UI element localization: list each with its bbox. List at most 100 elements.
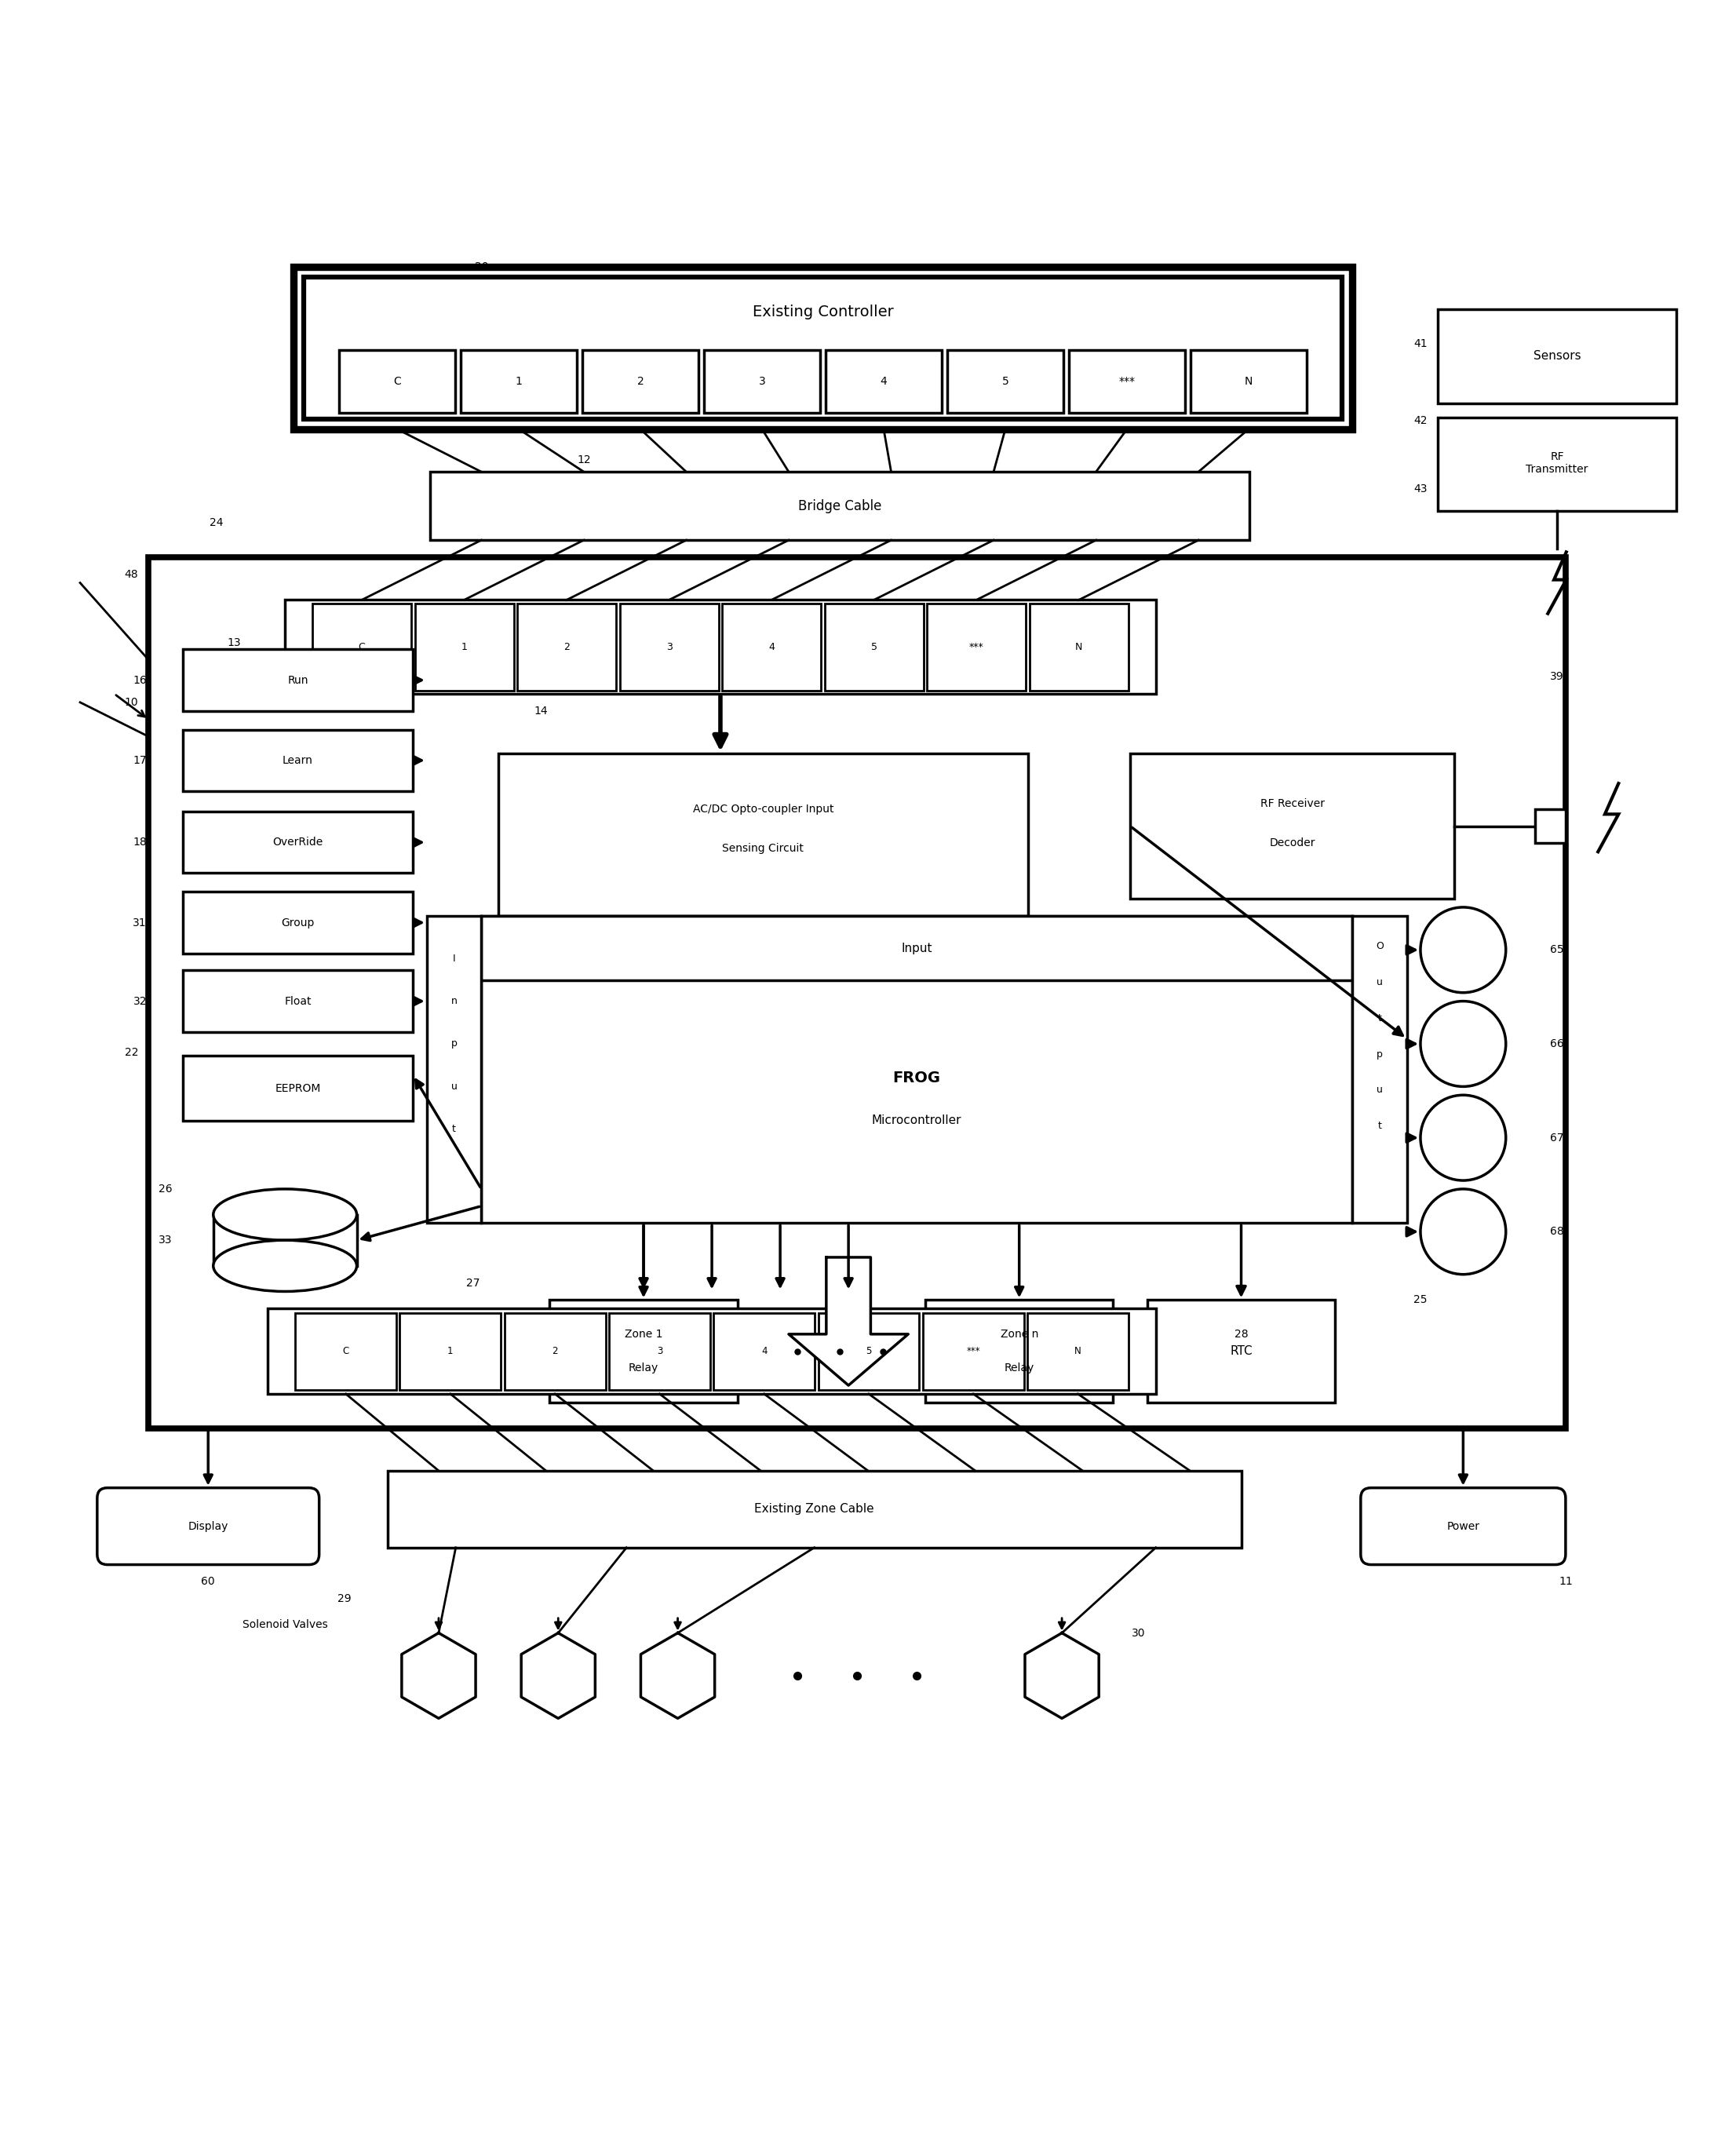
Text: RTC: RTC: [1231, 1345, 1253, 1356]
Bar: [1147, 1300, 1335, 1401]
Bar: [461, 349, 578, 414]
Bar: [149, 556, 1565, 1427]
Text: 4: 4: [768, 642, 775, 651]
Bar: [303, 278, 1342, 418]
Text: Power: Power: [1447, 1520, 1479, 1531]
Bar: [518, 604, 617, 690]
Bar: [427, 916, 482, 1222]
Polygon shape: [1025, 1632, 1099, 1718]
Bar: [183, 1056, 413, 1121]
Text: 3: 3: [656, 1345, 663, 1356]
Text: Bridge Cable: Bridge Cable: [799, 498, 881, 513]
Bar: [183, 970, 413, 1033]
Text: C: C: [343, 1345, 350, 1356]
Text: 2: 2: [564, 642, 569, 651]
Bar: [948, 349, 1064, 414]
Text: Float: Float: [285, 996, 312, 1007]
Bar: [285, 599, 1155, 694]
Text: 10: 10: [125, 696, 139, 707]
Text: u: u: [1376, 1084, 1383, 1095]
Text: 67: 67: [1549, 1132, 1563, 1143]
Bar: [183, 649, 413, 711]
FancyBboxPatch shape: [98, 1488, 319, 1565]
Text: Display: Display: [189, 1520, 228, 1531]
Text: p: p: [1376, 1050, 1383, 1059]
Text: 22: 22: [125, 1048, 139, 1059]
Bar: [430, 472, 1250, 541]
Text: O: O: [1376, 942, 1383, 951]
Text: p: p: [451, 1039, 458, 1050]
Text: Learn: Learn: [283, 755, 314, 765]
Circle shape: [1421, 1000, 1507, 1087]
Bar: [183, 811, 413, 873]
Ellipse shape: [213, 1188, 357, 1240]
Text: Input: Input: [902, 942, 932, 955]
Bar: [713, 1313, 814, 1391]
Bar: [550, 1300, 737, 1401]
Bar: [1438, 416, 1676, 511]
Text: ***: ***: [968, 642, 984, 651]
Circle shape: [1421, 908, 1507, 992]
Bar: [499, 755, 1028, 916]
Text: N: N: [1075, 1345, 1082, 1356]
Bar: [293, 267, 1352, 429]
Bar: [1534, 808, 1565, 843]
Text: ***: ***: [1119, 375, 1135, 386]
Bar: [312, 604, 411, 690]
Text: FROG: FROG: [893, 1072, 941, 1084]
Text: 2: 2: [552, 1345, 559, 1356]
Bar: [387, 1470, 1241, 1548]
Text: ***: ***: [967, 1345, 980, 1356]
Text: Sensing Circuit: Sensing Circuit: [722, 843, 804, 854]
Text: 16: 16: [134, 675, 147, 686]
Bar: [824, 604, 924, 690]
Text: RF
Transmitter: RF Transmitter: [1525, 451, 1589, 474]
Text: 28: 28: [1234, 1328, 1248, 1339]
Polygon shape: [788, 1257, 908, 1386]
Text: 66: 66: [1549, 1039, 1563, 1050]
Text: 29: 29: [338, 1593, 351, 1604]
Text: t: t: [1378, 1121, 1381, 1132]
Bar: [1130, 755, 1455, 899]
Text: Group: Group: [281, 916, 314, 927]
Bar: [399, 1313, 500, 1391]
Text: AC/DC Opto-coupler Input: AC/DC Opto-coupler Input: [692, 804, 833, 815]
Bar: [927, 604, 1027, 690]
Text: 17: 17: [134, 755, 147, 765]
Text: 68: 68: [1549, 1227, 1563, 1238]
Text: 1: 1: [447, 1345, 454, 1356]
Bar: [620, 604, 718, 690]
Text: 25: 25: [1414, 1294, 1428, 1307]
Bar: [818, 1313, 919, 1391]
Text: Run: Run: [288, 675, 309, 686]
Text: Relay: Relay: [629, 1363, 658, 1373]
Bar: [295, 1313, 396, 1391]
FancyBboxPatch shape: [1361, 1488, 1565, 1565]
Text: n: n: [451, 996, 458, 1007]
Bar: [1030, 604, 1128, 690]
Ellipse shape: [213, 1240, 357, 1291]
Text: C: C: [358, 642, 365, 651]
Text: EEPROM: EEPROM: [274, 1082, 321, 1093]
Bar: [608, 1313, 710, 1391]
Text: OverRide: OverRide: [273, 837, 322, 847]
Text: 32: 32: [134, 996, 147, 1007]
Text: 31: 31: [134, 916, 147, 927]
Text: 42: 42: [1414, 416, 1428, 427]
Text: RF Receiver: RF Receiver: [1260, 798, 1325, 808]
Text: 4: 4: [881, 375, 888, 386]
Bar: [704, 349, 821, 414]
Bar: [1027, 1313, 1128, 1391]
Text: Decoder: Decoder: [1270, 839, 1315, 849]
Bar: [1070, 349, 1186, 414]
Text: N: N: [1075, 642, 1083, 651]
Text: Sensors: Sensors: [1534, 349, 1580, 362]
Text: 20: 20: [475, 261, 488, 272]
Bar: [583, 349, 699, 414]
Text: Zone n: Zone n: [1001, 1328, 1039, 1339]
Bar: [826, 349, 943, 414]
Text: 13: 13: [226, 636, 240, 649]
Text: Microcontroller: Microcontroller: [872, 1115, 962, 1128]
Text: 41: 41: [1414, 338, 1428, 349]
Bar: [922, 1313, 1023, 1391]
